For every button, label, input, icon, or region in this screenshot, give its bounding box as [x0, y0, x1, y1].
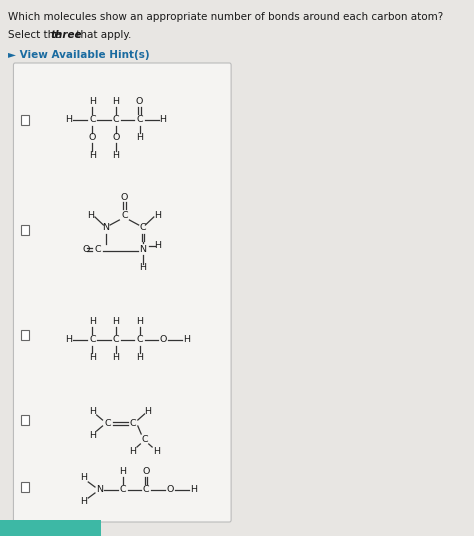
- Text: H: H: [89, 354, 96, 362]
- Text: Select the: Select the: [9, 30, 64, 40]
- Bar: [21, 330, 29, 340]
- Text: H: H: [145, 406, 151, 415]
- Text: H: H: [81, 473, 88, 482]
- Text: C: C: [119, 486, 126, 495]
- Text: C: C: [129, 419, 136, 428]
- Text: H: H: [136, 133, 143, 143]
- Text: H: H: [65, 336, 73, 345]
- Text: H: H: [89, 430, 96, 440]
- Text: C: C: [121, 211, 128, 220]
- Text: O: O: [89, 133, 96, 143]
- Text: O: O: [143, 467, 150, 477]
- Text: O: O: [166, 486, 173, 495]
- Text: C: C: [113, 336, 119, 345]
- Text: C: C: [143, 486, 149, 495]
- Text: C: C: [141, 435, 148, 443]
- Text: C: C: [136, 336, 143, 345]
- Text: O: O: [121, 192, 128, 202]
- Text: H: H: [112, 152, 119, 160]
- Text: H: H: [155, 211, 162, 220]
- Text: H: H: [89, 98, 96, 107]
- Text: H: H: [65, 115, 73, 124]
- Text: C: C: [94, 244, 101, 254]
- Text: H: H: [89, 317, 96, 326]
- Text: O: O: [82, 244, 90, 254]
- Text: H: H: [136, 317, 143, 326]
- Text: H: H: [87, 211, 94, 220]
- Text: C: C: [139, 224, 146, 233]
- Text: H: H: [81, 497, 88, 507]
- Text: H: H: [112, 98, 119, 107]
- Text: O: O: [112, 133, 119, 143]
- Bar: [21, 482, 29, 492]
- Text: C: C: [113, 115, 119, 124]
- Text: H: H: [112, 354, 119, 362]
- Text: H: H: [129, 448, 137, 457]
- Bar: [0, 520, 101, 536]
- Text: C: C: [89, 336, 96, 345]
- Text: H: H: [160, 115, 166, 124]
- Bar: [21, 115, 29, 125]
- Text: O: O: [159, 336, 167, 345]
- Bar: [21, 415, 29, 425]
- Text: H: H: [183, 336, 190, 345]
- Text: C: C: [89, 115, 96, 124]
- Text: H: H: [136, 354, 143, 362]
- Text: N: N: [102, 224, 109, 233]
- Text: three: three: [50, 30, 82, 40]
- Text: H: H: [112, 317, 119, 326]
- Text: H: H: [155, 242, 162, 250]
- Text: H: H: [139, 263, 146, 272]
- Text: H: H: [119, 467, 126, 477]
- Text: O: O: [136, 98, 143, 107]
- Bar: [21, 225, 29, 235]
- Text: Which molecules show an appropriate number of bonds around each carbon atom?: Which molecules show an appropriate numb…: [9, 12, 444, 22]
- Text: H: H: [89, 406, 96, 415]
- Text: that apply.: that apply.: [73, 30, 131, 40]
- Text: H: H: [89, 152, 96, 160]
- Text: N: N: [139, 244, 146, 254]
- Text: C: C: [104, 419, 111, 428]
- Text: N: N: [96, 486, 103, 495]
- Text: H: H: [153, 448, 160, 457]
- Text: ► View Available Hint(s): ► View Available Hint(s): [9, 50, 150, 60]
- Text: H: H: [190, 486, 197, 495]
- FancyBboxPatch shape: [13, 63, 231, 522]
- Text: C: C: [136, 115, 143, 124]
